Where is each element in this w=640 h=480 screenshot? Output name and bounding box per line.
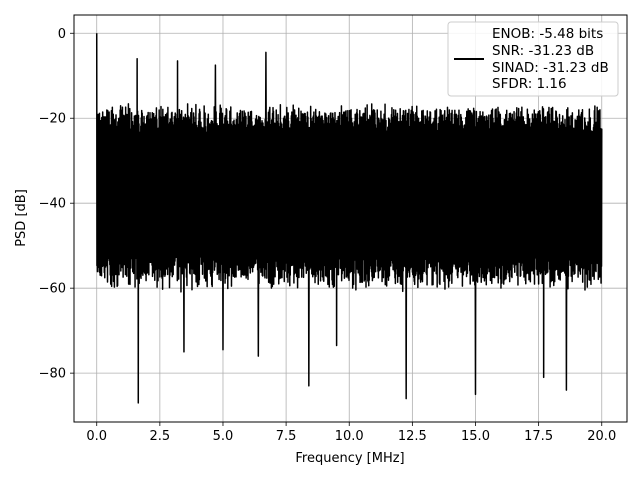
psd-series-line — [95, 33, 603, 404]
x-tick-label: 17.5 — [524, 429, 553, 444]
psd-trace — [95, 33, 603, 404]
x-tick-label: 12.5 — [398, 429, 427, 444]
y-tick-label: 0 — [58, 27, 66, 42]
legend-entry-enob: ENOB: -5.48 bits — [492, 26, 603, 42]
x-tick-label: 10.0 — [335, 429, 364, 444]
x-tick-label: 0.0 — [86, 429, 107, 444]
y-tick-label: −60 — [39, 282, 66, 297]
y-tick-label: −20 — [39, 112, 66, 127]
x-tick-label: 2.5 — [150, 429, 171, 444]
legend-entry-sfdr: SFDR: 1.16 — [492, 76, 567, 92]
y-tick-label: −80 — [39, 367, 66, 382]
legend-entry-snr: SNR: -31.23 dB — [492, 43, 594, 59]
x-axis-ticks: 0.0 2.5 5.0 7.5 10.0 12.5 15.0 17.5 20.0 — [86, 422, 616, 444]
x-tick-label: 20.0 — [587, 429, 616, 444]
y-axis-ticks: 0 −20 −40 −60 −80 — [39, 27, 74, 382]
legend-entry-sinad: SINAD: -31.23 dB — [492, 60, 609, 76]
legend: ENOB: -5.48 bits SNR: -31.23 dB SINAD: -… — [447, 21, 619, 97]
x-tick-label: 5.0 — [213, 429, 234, 444]
x-tick-label: 7.5 — [276, 429, 297, 444]
legend-box — [447, 21, 619, 97]
x-tick-label: 15.0 — [461, 429, 490, 444]
y-axis-label: PSD [dB] — [14, 189, 29, 247]
x-axis-label: Frequency [MHz] — [295, 451, 404, 466]
plot-frame — [73, 14, 628, 423]
y-tick-label: −40 — [39, 197, 66, 212]
